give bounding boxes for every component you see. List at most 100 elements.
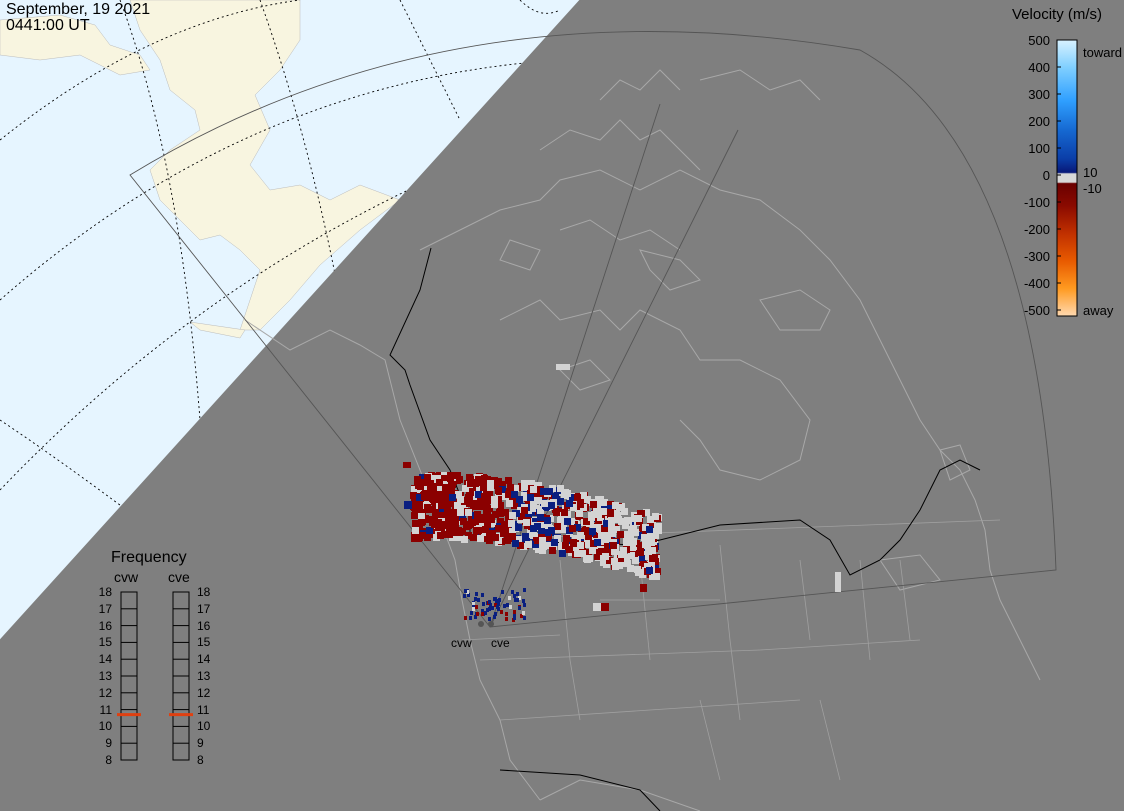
scatter-cell (452, 506, 459, 513)
scatter-cell (577, 501, 584, 508)
scatter-cell (597, 514, 604, 521)
scatter-cell (416, 494, 423, 501)
scatter-cell (475, 527, 482, 534)
scatter-cell (631, 515, 638, 522)
scatter-cell (404, 501, 412, 509)
scatter-cell (535, 497, 542, 504)
scatter-cell (456, 476, 463, 483)
scatter-cell (637, 549, 644, 556)
scatter-cell (445, 522, 452, 529)
velocity-tick-label: 500 (1028, 33, 1050, 48)
scatter-cell (472, 607, 475, 611)
scatter-cell (427, 480, 434, 487)
scatter-cell (561, 509, 568, 516)
scatter-cell (488, 617, 491, 621)
scatter-cell (598, 538, 605, 545)
scatter-cell (461, 536, 468, 543)
frequency-scale-label: 10 (197, 719, 211, 734)
scatter-cell (506, 603, 509, 607)
scatter-cell (411, 532, 418, 539)
scatter-cell (426, 527, 433, 534)
scatter-cell (463, 594, 466, 598)
scatter-cell (535, 482, 542, 489)
scatter-cell (465, 532, 472, 539)
scatter-cell (424, 534, 431, 541)
scatter-cell (557, 517, 564, 524)
scatter-cell (576, 510, 583, 517)
scatter-cell (469, 616, 472, 620)
scatter-cell (424, 474, 431, 481)
scatter-cell (457, 509, 464, 516)
scatter-cell (522, 611, 525, 615)
scatter-cell (412, 528, 418, 534)
scatter-cell (628, 526, 635, 533)
scatter-cell (477, 535, 484, 542)
time-label: 0441:00 UT (6, 17, 90, 34)
scatter-cell (513, 510, 520, 517)
scatter-cell (527, 494, 534, 501)
scatter-cell (654, 568, 661, 575)
scatter-cell (436, 475, 443, 482)
scatter-cell (620, 560, 627, 567)
scatter-cell (509, 605, 512, 609)
scatter-cell (532, 541, 539, 548)
scatter-cell (538, 519, 545, 526)
scatter-cell (568, 518, 575, 525)
scatter-cell (452, 519, 459, 526)
scatter-cell (593, 603, 601, 611)
scatter-cell (597, 521, 604, 528)
scatter-cell (512, 540, 519, 547)
scatter-cell (489, 603, 492, 607)
scatter-cell (466, 474, 473, 481)
scatter-cell (648, 539, 655, 546)
scatter-cell (418, 513, 425, 520)
scatter-cell (525, 508, 532, 515)
scatter-cell (544, 517, 551, 524)
scatter-cell (410, 492, 417, 499)
scatter-cell (497, 510, 504, 517)
scatter-cell (449, 494, 456, 501)
scatter-cell (497, 602, 500, 606)
scatter-cell (465, 522, 472, 529)
scatter-cell (648, 535, 655, 542)
scatter-cell (495, 478, 502, 485)
date-label: September, 19 2021 (6, 1, 151, 18)
scatter-cell (484, 512, 491, 519)
scatter-cell (514, 598, 517, 602)
scatter-cell (513, 594, 516, 598)
frequency-scale-label: 13 (197, 669, 211, 683)
scatter-cell (498, 598, 501, 602)
scatter-cell (535, 546, 542, 553)
scatter-cell (652, 532, 659, 539)
site-label-cve: cve (491, 636, 510, 650)
scatter-cell (457, 496, 464, 503)
scatter-cell (454, 502, 461, 509)
scatter-cell (611, 548, 618, 555)
scatter-cell (605, 549, 612, 556)
scatter-cell (511, 491, 518, 498)
scatter-cell (445, 518, 452, 525)
scatter-cell (647, 516, 654, 523)
scatter-cell (574, 550, 581, 557)
scatter-cell (432, 513, 439, 520)
scatter-cell (645, 553, 652, 560)
scatter-cell (466, 496, 473, 503)
frequency-scale-label: 14 (98, 652, 112, 667)
scatter-cell (414, 488, 421, 495)
scatter-cell (596, 508, 603, 515)
scatter-cell (637, 542, 644, 549)
scatter-cell (446, 498, 453, 505)
scatter-cell (523, 616, 526, 620)
frequency-scale-label: 12 (197, 685, 211, 700)
scatter-cell (539, 537, 546, 544)
scatter-cell (607, 509, 614, 516)
velocity-colorbar (1056, 39, 1078, 317)
scatter-cell (553, 509, 560, 516)
scatter-cell (494, 603, 497, 607)
scatter-cell (487, 480, 494, 487)
scatter-cell (480, 482, 487, 489)
scatter-cell (537, 514, 544, 521)
scatter-cell (534, 490, 541, 497)
scatter-cell (403, 462, 411, 468)
scatter-cell (497, 502, 504, 509)
